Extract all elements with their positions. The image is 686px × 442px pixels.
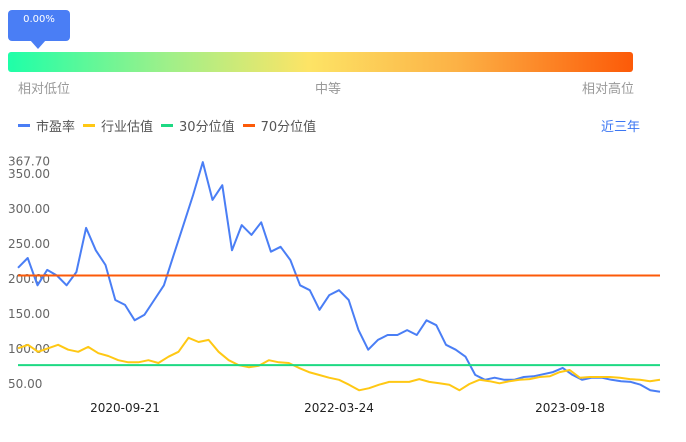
series-line-0: [17, 161, 661, 393]
y-tick-label: 100.00: [8, 342, 50, 356]
percentile-tooltip: 0.00%: [8, 10, 70, 49]
y-tick-label: 150.00: [8, 307, 50, 321]
y-tick-label: 250.00: [8, 237, 50, 251]
y-tick-label: 350.00: [8, 167, 50, 181]
legend-pe[interactable]: 市盈率: [18, 116, 75, 135]
range-selector-button[interactable]: 近三年: [600, 120, 640, 135]
legend-label: 行业估值: [101, 120, 154, 135]
y-tick-label: 50.00: [8, 377, 42, 391]
percentile-value: 0.00%: [23, 14, 55, 25]
valuation-gradient-bar: [8, 52, 633, 72]
x-tick-label: 2022-03-24: [304, 401, 374, 415]
legend-label: 市盈率: [36, 120, 76, 135]
legend: 市盈率 行业估值 30分位值 70分位值: [18, 116, 316, 135]
high-label: 相对高位: [582, 82, 635, 97]
mid-label: 中等: [315, 82, 342, 97]
legend-industry[interactable]: 行业估值: [83, 116, 153, 135]
x-tick-label: 2020-09-21: [90, 401, 160, 415]
x-tick-label: 2023-09-18: [535, 401, 605, 415]
low-label: 相对低位: [18, 82, 71, 97]
y-tick-label: 300.00: [8, 202, 50, 216]
legend-label: 70分位值: [260, 120, 317, 135]
legend-p70[interactable]: 70分位值: [242, 116, 317, 135]
legend-p30[interactable]: 30分位值: [161, 116, 235, 135]
legend-label: 30分位值: [179, 120, 235, 135]
y-tick-label: 367.70: [8, 155, 50, 169]
series-line-1: [17, 336, 661, 392]
